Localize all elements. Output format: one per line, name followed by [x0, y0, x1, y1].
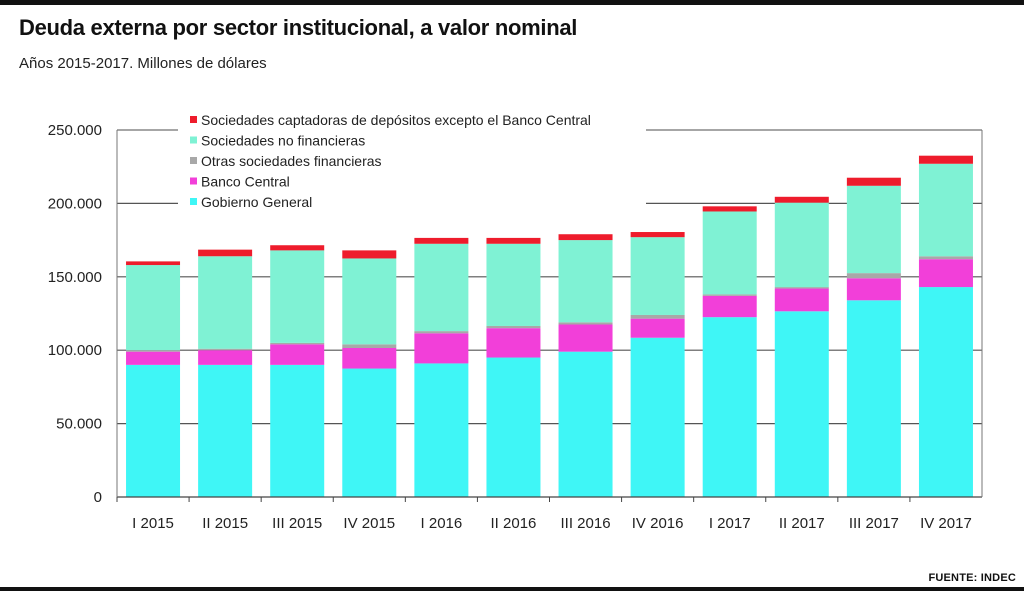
- bar-II-2016-series-2: [486, 325, 541, 329]
- bar-II-2015-series-3: [198, 256, 253, 349]
- stacked-bar-chart: 0 50.000 100.000 150.000 200.000 250.000 I 20…: [47, 108, 983, 532]
- x-tick-label: IV 2016: [632, 515, 684, 532]
- source-note: FUENTE: INDEC: [928, 572, 1016, 584]
- bar-I-2016-series-2: [414, 331, 469, 334]
- x-tick-label: III 2015: [272, 515, 322, 532]
- legend-swatch: [190, 198, 197, 205]
- bar-IV-2015-series-1: [342, 347, 397, 369]
- bar-II-2015-series-1: [198, 350, 253, 365]
- bar-I-2016-series-0: [414, 363, 469, 497]
- bar-IV-2015-series-3: [342, 258, 397, 345]
- bottom-rule: [0, 587, 1024, 591]
- bar-I-2015-series-1: [126, 351, 181, 365]
- bar-I-2016-series-1: [414, 333, 469, 364]
- legend-swatch: [190, 177, 197, 185]
- bar-II-2015-series-2: [198, 348, 253, 351]
- bar-IV-2017-series-0: [918, 287, 973, 497]
- y-tick-label: 50.000: [56, 416, 102, 433]
- bar-IV-2016-series-3: [630, 237, 685, 315]
- y-tick-label: 100.000: [48, 342, 102, 359]
- bar-III-2016-series-4: [558, 234, 613, 241]
- bar-I-2016-series-3: [414, 243, 469, 332]
- bar-III-2017-series-0: [846, 300, 901, 497]
- x-tick-label: II 2015: [202, 515, 248, 532]
- bar-II-2016-series-0: [486, 357, 541, 497]
- legend-label: Sociedades no financieras: [201, 133, 365, 149]
- bar-III-2016-series-2: [558, 322, 613, 325]
- bar-IV-2017-series-4: [918, 155, 973, 164]
- x-tick-label: III 2016: [561, 515, 611, 532]
- legend-swatch: [190, 116, 197, 123]
- x-tick-label: I 2016: [421, 515, 463, 532]
- bar-I-2017-series-4: [702, 206, 757, 212]
- bar-I-2015-series-0: [126, 364, 181, 497]
- bar-III-2017-series-4: [846, 177, 901, 186]
- bar-IV-2016-series-4: [630, 232, 685, 238]
- bar-III-2015-series-2: [270, 342, 325, 345]
- y-tick-label: 200.000: [48, 195, 102, 212]
- bar-IV-2015-series-0: [342, 368, 397, 497]
- y-tick-label: 150.000: [48, 269, 102, 286]
- bar-II-2017-series-4: [774, 196, 829, 203]
- bar-III-2017-series-1: [846, 278, 901, 301]
- bar-III-2015-series-0: [270, 364, 325, 497]
- bar-IV-2017-series-1: [918, 259, 973, 288]
- bar-II-2017-series-1: [774, 288, 829, 312]
- legend: Sociedades captadoras de depósitos excep…: [178, 108, 646, 215]
- legend-label: Banco Central: [201, 174, 290, 190]
- bar-IV-2016-series-2: [630, 314, 685, 319]
- bar-IV-2016-series-1: [630, 318, 685, 338]
- bar-I-2017-series-2: [702, 294, 757, 296]
- chart-title: Deuda externa por sector institucional, …: [19, 15, 578, 40]
- bar-I-2015-series-4: [126, 261, 181, 266]
- legend-label: Otras sociedades financieras: [201, 153, 382, 169]
- bar-III-2016-series-0: [558, 351, 613, 497]
- legend-swatch: [190, 136, 197, 144]
- x-tick-label: II 2017: [779, 515, 825, 532]
- bar-IV-2017-series-2: [918, 256, 973, 260]
- bar-II-2016-series-3: [486, 243, 541, 326]
- x-tick-label: I 2017: [709, 515, 751, 532]
- bar-III-2015-series-1: [270, 344, 325, 365]
- bar-III-2016-series-1: [558, 324, 613, 352]
- top-rule: [0, 0, 1024, 5]
- bar-stacks: [126, 155, 973, 497]
- y-tick-label: 0: [94, 489, 102, 506]
- legend-swatch: [190, 157, 197, 164]
- bar-II-2015-series-4: [198, 249, 253, 257]
- legend-label: Sociedades captadoras de depósitos excep…: [201, 112, 591, 128]
- bar-III-2016-series-3: [558, 240, 613, 323]
- x-tick-label: IV 2017: [920, 515, 972, 532]
- bar-I-2017-series-1: [702, 295, 757, 318]
- bar-III-2017-series-3: [846, 185, 901, 274]
- bar-II-2015-series-0: [198, 364, 253, 497]
- x-tick-label: IV 2015: [343, 515, 395, 532]
- bar-II-2016-series-1: [486, 328, 541, 358]
- bar-I-2017-series-0: [702, 317, 757, 497]
- bar-II-2017-series-2: [774, 287, 829, 289]
- legend-background: [178, 108, 646, 215]
- bar-III-2017-series-2: [846, 273, 901, 279]
- x-tick-label: III 2017: [849, 515, 899, 532]
- x-axis-ticks: I 2015 II 2015 III 2015 IV 2015 I 2016 II 201…: [116, 497, 972, 532]
- bar-III-2015-series-3: [270, 250, 325, 343]
- bar-I-2017-series-3: [702, 211, 757, 295]
- legend-label: Gobierno General: [201, 194, 312, 210]
- bar-IV-2015-series-2: [342, 344, 397, 348]
- x-tick-label: I 2015: [132, 515, 174, 532]
- bar-I-2015-series-2: [126, 350, 181, 352]
- bar-IV-2017-series-3: [918, 163, 973, 257]
- bar-II-2017-series-0: [774, 311, 829, 497]
- y-axis-ticks: 0 50.000 100.000 150.000 200.000 250.000: [48, 122, 102, 506]
- bar-I-2015-series-3: [126, 265, 181, 351]
- bar-II-2017-series-3: [774, 202, 829, 288]
- bar-III-2015-series-4: [270, 245, 325, 251]
- bar-IV-2015-series-4: [342, 250, 397, 259]
- bar-II-2016-series-4: [486, 237, 541, 244]
- y-tick-label: 250.000: [48, 122, 102, 139]
- bar-I-2016-series-4: [414, 237, 469, 244]
- chart-subtitle: Años 2015-2017. Millones de dólares: [19, 55, 267, 72]
- x-tick-label: II 2016: [491, 515, 537, 532]
- bar-IV-2016-series-0: [630, 337, 685, 497]
